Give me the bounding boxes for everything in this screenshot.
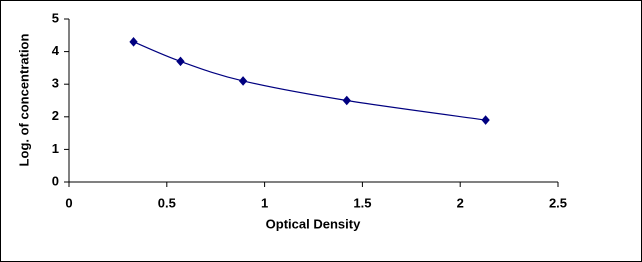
point [129,37,138,47]
y-tick-label: 3 [52,76,59,91]
x-tick-label: 2.5 [549,195,567,210]
curve [133,41,486,121]
y-axis-label: Log. of concentration [16,34,31,167]
x-tick-label: 0.5 [158,195,176,210]
point [176,56,185,67]
x-tick-label: 0 [65,195,72,210]
y-tick-label: 4 [52,43,60,58]
point [481,115,490,125]
y-tick-label: 5 [52,10,59,25]
y-tick-label: 1 [52,141,59,156]
point [342,95,351,106]
x-tick-label: 2 [457,195,464,210]
x-tick-label: 1.5 [353,195,371,210]
x-tick-label: 1 [261,195,268,210]
point [238,76,248,86]
y-tick-label: 2 [52,108,59,123]
y-tick-label: 0 [52,173,59,188]
x-axis-label: Optical Density [266,216,361,231]
